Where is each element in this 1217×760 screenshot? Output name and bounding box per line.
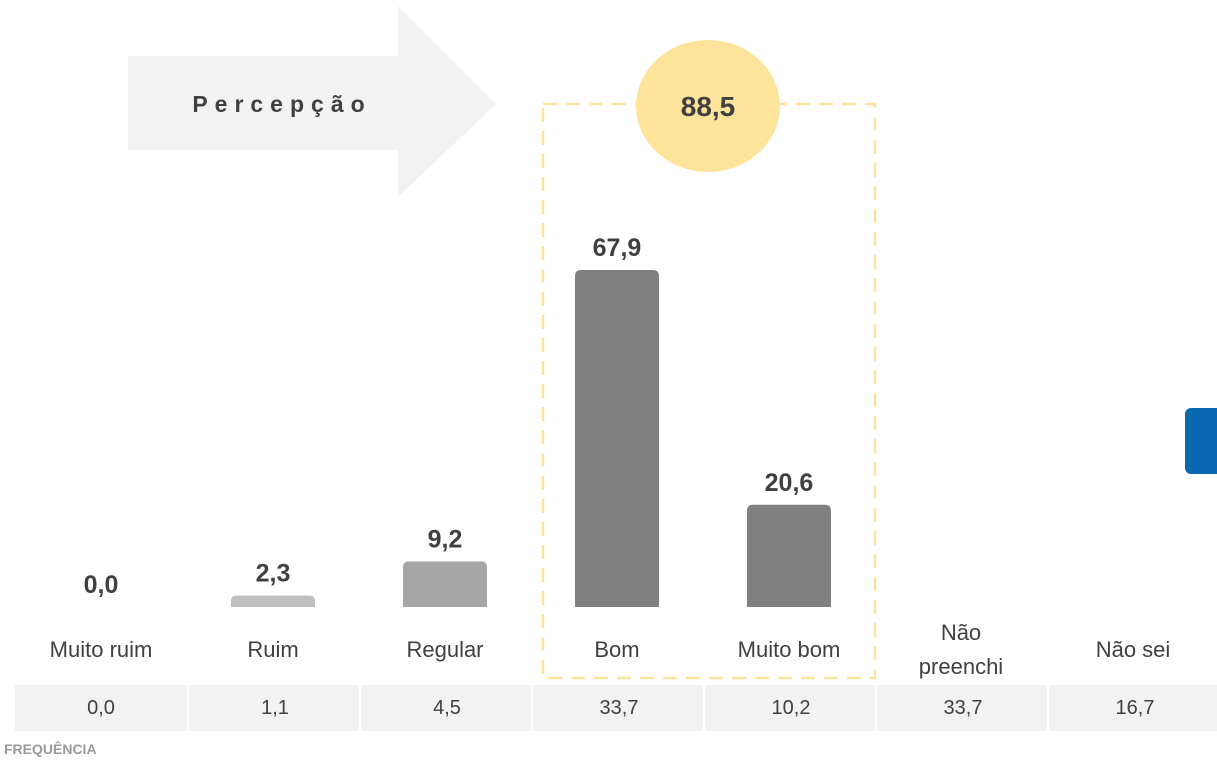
perception-arrow [128, 6, 496, 197]
perception-label: Percepção [192, 91, 371, 117]
frequency-cell: 33,7 [875, 685, 1049, 731]
bar-value-label: 9,2 [428, 525, 463, 553]
highlight-circle [636, 40, 780, 172]
frequency-cell: 0,0 [15, 685, 187, 731]
frequency-cell: 4,5 [359, 685, 533, 731]
category-label: Muito ruim [49, 637, 153, 662]
bar-value-label: 0,0 [84, 571, 119, 599]
frequency-cell: 1,1 [187, 685, 361, 731]
category-labels: Muito ruim Ruim Regular Bom Muito bom Não pre… [0, 620, 1217, 680]
bar-value-label: 67,9 [593, 234, 642, 262]
category-label: Muito bom [737, 637, 841, 662]
frequency-cell: 16,7 [1047, 685, 1217, 731]
side-tab[interactable] [1185, 408, 1217, 474]
bar-ruim [231, 595, 315, 607]
frequency-cell: 33,7 [531, 685, 705, 731]
category-label: Não sei [1095, 637, 1171, 662]
highlight-total: 88,5 [681, 91, 736, 122]
bar-muito-bom [747, 504, 831, 607]
frequency-cell: 10,2 [703, 685, 877, 731]
chart: Percepção 88,5 0,0 2,3 9,2 67,9 20,6 [84, 6, 877, 680]
bar-regular [403, 561, 487, 607]
bar-bom [575, 270, 659, 607]
category-label: Ruim [247, 637, 299, 662]
bar-value-label: 20,6 [765, 469, 814, 497]
bars-group: 0,0 2,3 9,2 67,9 20,6 [84, 234, 831, 607]
category-label: Regular [406, 637, 484, 662]
category-label: Bom [594, 637, 640, 662]
bar-value-label: 2,3 [256, 560, 291, 588]
category-label: Não preenchi [918, 620, 1004, 679]
frequency-label: FREQUÊNCIA [4, 741, 97, 757]
